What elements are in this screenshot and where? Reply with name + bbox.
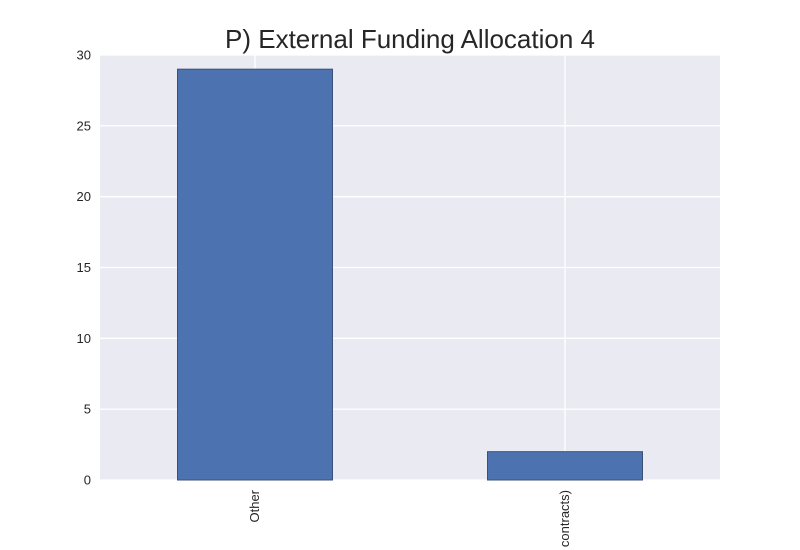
x-tick-label: contracts)	[557, 490, 572, 547]
bar-0	[177, 68, 333, 481]
x-axis-tick-labels: Other contracts)	[247, 489, 572, 547]
y-tick-label: 5	[84, 402, 91, 417]
chart-title: P) External Funding Allocation 4	[225, 24, 595, 54]
y-tick-label: 30	[77, 48, 91, 63]
y-tick-label: 20	[77, 189, 91, 204]
bar-1	[487, 451, 643, 481]
x-tick-label: Other	[247, 489, 262, 522]
y-tick-label: 25	[77, 118, 91, 133]
bars	[177, 68, 643, 481]
y-tick-label: 15	[77, 260, 91, 275]
y-tick-label: 10	[77, 331, 91, 346]
y-tick-label: 0	[84, 473, 91, 488]
y-axis-tick-labels: 0 5 10 15 20 25 30	[77, 48, 91, 488]
